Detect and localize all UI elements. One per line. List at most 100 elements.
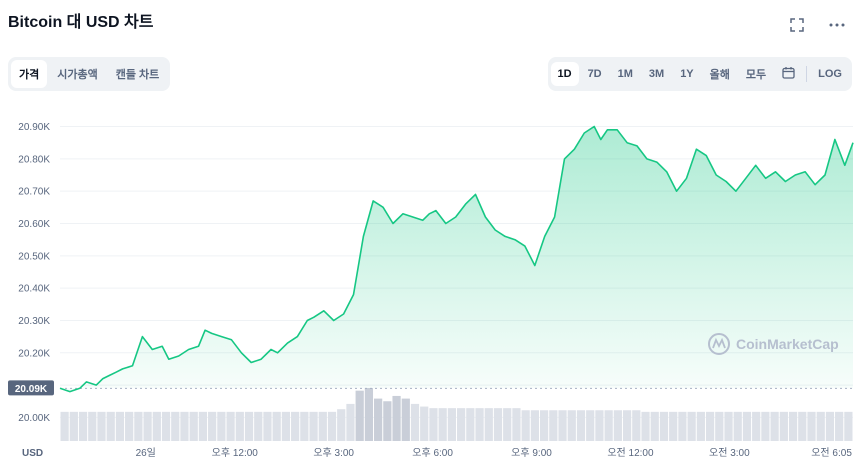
log-toggle[interactable]: LOG: [818, 68, 842, 80]
volume-bar: [788, 411, 798, 441]
range-7d[interactable]: 7D: [587, 68, 602, 80]
volume-bar: [835, 411, 844, 441]
volume-bar: [604, 410, 613, 441]
volume-bar: [171, 411, 180, 441]
volume-bar: [180, 411, 189, 441]
volume-bar: [678, 411, 687, 441]
volume-bar: [752, 411, 761, 441]
currency-label: USD: [22, 448, 43, 459]
volume-bar: [798, 411, 807, 441]
volume-bar: [327, 411, 337, 441]
volume-bar: [779, 411, 788, 441]
volume-bar: [613, 410, 622, 441]
volume-bar: [198, 411, 208, 441]
more-icon[interactable]: [828, 16, 846, 34]
volume-bar: [438, 408, 447, 441]
tab-candle[interactable]: 캔들 차트: [115, 69, 160, 81]
y-tick-label: 20.40K: [18, 284, 50, 295]
current-price-badge: [8, 380, 54, 396]
volume-bar: [530, 410, 539, 441]
volume-bar: [383, 401, 392, 441]
volume-bar: [374, 398, 383, 441]
volume-bar: [291, 411, 300, 441]
volume-bar: [208, 411, 217, 441]
tab-price[interactable]: 가격: [11, 60, 48, 88]
volume-bar: [420, 406, 429, 441]
y-tick-label: 20.00K: [18, 413, 50, 424]
volume-bar: [125, 411, 134, 441]
volume-bar: [189, 411, 198, 441]
volume-bar: [457, 408, 466, 441]
volume-bar: [78, 411, 88, 441]
x-tick-label: 오후 3:00: [313, 447, 354, 459]
volume-bar: [152, 411, 161, 441]
volume-bar: [503, 408, 512, 441]
volume-bar: [659, 411, 669, 441]
volume-bar: [539, 410, 549, 441]
volume-bar: [733, 411, 742, 441]
volume-bar: [844, 411, 853, 441]
volume-bar: [401, 398, 410, 441]
volume-bar: [724, 411, 733, 441]
volume-bar: [281, 411, 291, 441]
volume-bar: [549, 410, 558, 441]
volume-bar: [364, 388, 374, 441]
volume-bar: [669, 411, 678, 441]
range-all[interactable]: 모두: [745, 69, 767, 81]
volume-bar: [705, 411, 715, 441]
volume-bar: [807, 411, 816, 441]
volume-bar: [595, 410, 604, 441]
y-tick-label: 20.90K: [18, 122, 50, 133]
volume-bar: [641, 411, 650, 441]
watermark: CoinMarketCap: [708, 333, 839, 355]
volume-bar: [696, 411, 705, 441]
volume-bar: [586, 410, 595, 441]
volume-bar: [143, 411, 152, 441]
range-1d[interactable]: 1D: [550, 62, 579, 86]
range-ytd[interactable]: 올해: [709, 69, 730, 81]
volume-bar: [825, 411, 835, 441]
volume-bar: [106, 411, 115, 441]
range-1y[interactable]: 1Y: [680, 68, 694, 80]
volume-bar: [622, 410, 632, 441]
x-tick-label: 오후 12:00: [212, 447, 259, 459]
y-tick-label: 20.70K: [18, 187, 50, 198]
x-tick-label: 오전 3:00: [709, 447, 750, 459]
volume-bar: [346, 403, 355, 441]
volume-bar: [115, 411, 125, 441]
volume-bar: [88, 411, 97, 441]
volume-bar: [392, 395, 401, 441]
volume-bar: [60, 411, 69, 441]
volume-bar: [632, 410, 641, 441]
volume-bar: [650, 411, 659, 441]
view-tabs: 가격 시가총액 캔들 차트: [8, 57, 171, 91]
volume-bar: [567, 410, 576, 441]
volume-bar: [226, 411, 235, 441]
volume-bar: [97, 411, 106, 441]
range-3m[interactable]: 3M: [648, 68, 665, 80]
volume-bar: [687, 411, 696, 441]
volume-bar: [742, 411, 752, 441]
volume-bar: [263, 411, 272, 441]
fullscreen-icon[interactable]: [788, 16, 806, 34]
x-tick-label: 오전 12:00: [607, 447, 654, 459]
volume-bar: [309, 411, 318, 441]
volume-bar: [300, 411, 309, 441]
volume-bar: [493, 408, 503, 441]
volume-bar: [429, 408, 438, 441]
volume-bar: [576, 410, 586, 441]
volume-bar: [521, 410, 530, 441]
tab-market-cap[interactable]: 시가총액: [57, 69, 98, 81]
volume-bar: [558, 410, 567, 441]
x-tick-label: 오후 6:00: [412, 447, 453, 459]
calendar-icon[interactable]: [775, 60, 802, 88]
volume-bar: [816, 411, 825, 441]
volume-bar: [715, 411, 724, 441]
volume-bar: [761, 411, 770, 441]
y-tick-label: 20.80K: [18, 154, 50, 165]
divider: [806, 66, 808, 82]
range-1m[interactable]: 1M: [617, 68, 633, 80]
volume-bar: [475, 408, 484, 441]
chart-title: Bitcoin 대 USD 차트: [8, 14, 154, 31]
